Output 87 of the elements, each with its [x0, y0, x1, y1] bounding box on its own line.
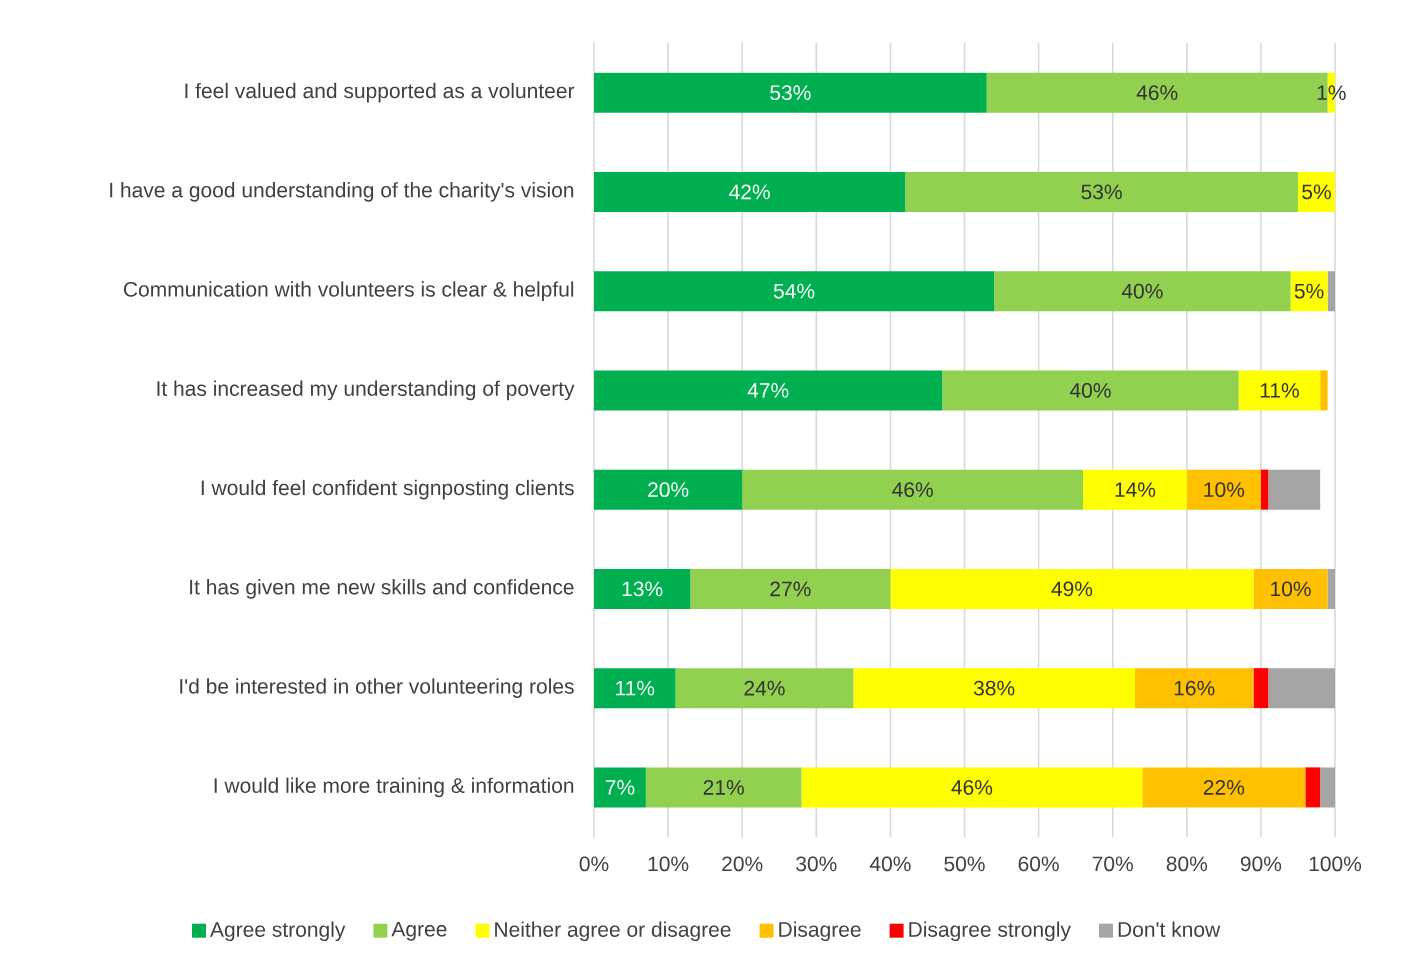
- legend-label: Disagree: [779, 921, 861, 942]
- x-tick-label: 50%: [944, 856, 985, 872]
- legend-label: Agree: [391, 921, 447, 941]
- bar: [594, 767, 646, 808]
- x-tick-label: 30%: [796, 856, 837, 872]
- bar: [690, 568, 891, 609]
- data-label: 14%: [1115, 482, 1156, 497]
- bar: [905, 171, 1298, 212]
- data-label: 38%: [973, 680, 1015, 696]
- data-label: 53%: [770, 85, 811, 101]
- bar: [1268, 668, 1336, 709]
- bar: [594, 469, 743, 510]
- y-tick-label: It has given me new skills and confidence: [190, 579, 574, 599]
- data-label: 42%: [729, 184, 770, 200]
- x-tick-label: 0%: [579, 856, 609, 872]
- y-tick-label: I feel valued and supported as a volunteer: [185, 82, 575, 103]
- bar: [1327, 568, 1336, 609]
- bar: [594, 271, 995, 312]
- data-label: 11%: [616, 680, 655, 696]
- bar: [1320, 767, 1336, 808]
- bar: [1268, 469, 1321, 510]
- bar: [1253, 668, 1269, 709]
- data-label: 53%: [1081, 184, 1122, 200]
- bar: [1142, 767, 1306, 808]
- y-tick-label: I'd be interested in other volunteering roles: [180, 678, 574, 698]
- data-label: 40%: [1121, 283, 1163, 299]
- bar: [1253, 568, 1328, 609]
- bar: [1260, 469, 1269, 510]
- data-label: 47%: [747, 383, 789, 398]
- data-label: 27%: [770, 581, 811, 597]
- data-label: 16%: [1174, 680, 1215, 696]
- bar: [994, 271, 1291, 312]
- data-label: 5%: [1294, 283, 1324, 299]
- data-label: 10%: [1204, 482, 1245, 498]
- bar: [1297, 171, 1336, 212]
- data-label: 21%: [703, 779, 744, 795]
- data-label: 11%: [1260, 383, 1299, 398]
- bar: [594, 370, 943, 411]
- data-label: 5%: [1302, 184, 1331, 200]
- data-label: 7%: [605, 780, 635, 795]
- data-label: 20%: [648, 482, 689, 498]
- bar: [942, 370, 1239, 411]
- bar: [594, 72, 987, 113]
- data-label: 22%: [1203, 779, 1245, 795]
- data-label: 46%: [892, 482, 933, 498]
- data-label: 46%: [1136, 85, 1178, 101]
- bar: [742, 469, 1084, 510]
- legend-label: Agree strongly: [210, 921, 346, 942]
- legend-label: Disagree strongly: [909, 921, 1071, 942]
- x-tick-label: 70%: [1092, 856, 1133, 872]
- data-label: 10%: [1271, 581, 1311, 597]
- bar: [801, 767, 1143, 808]
- x-tick-label: 40%: [869, 856, 911, 872]
- bar: [1320, 370, 1328, 411]
- y-tick-label: I have a good understanding of the charity's vision: [110, 182, 574, 202]
- data-label: 13%: [622, 581, 663, 597]
- bar: [645, 767, 802, 808]
- bar: [1327, 271, 1336, 312]
- bar: [853, 668, 1135, 709]
- x-tick-label: 10%: [648, 856, 689, 872]
- data-label: 54%: [773, 283, 815, 299]
- y-tick-label: It has increased my understanding of poverty: [157, 380, 575, 401]
- bar: [594, 568, 691, 609]
- bar: [1290, 271, 1328, 312]
- bar: [594, 668, 676, 709]
- bar: [890, 568, 1254, 609]
- data-label: 40%: [1069, 382, 1111, 398]
- bar: [1186, 469, 1261, 510]
- bar: [1134, 668, 1254, 709]
- data-label: 49%: [1051, 581, 1093, 597]
- x-tick-label: 100%: [1309, 856, 1362, 872]
- y-tick-label: I would feel confident signposting clients: [201, 479, 574, 500]
- data-label: 46%: [951, 779, 993, 795]
- y-tick-label: Communication with volunteers is clear & helpful: [123, 281, 574, 301]
- legend-label: Don't know: [1118, 921, 1221, 937]
- bar: [1305, 767, 1321, 808]
- x-tick-label: 90%: [1240, 856, 1282, 872]
- data-label: 24%: [744, 680, 785, 696]
- x-tick-label: 60%: [1018, 856, 1059, 872]
- x-tick-label: 20%: [722, 856, 763, 872]
- x-tick-label: 80%: [1166, 856, 1208, 872]
- bar: [1238, 370, 1321, 411]
- bar: [1083, 469, 1187, 510]
- bar: [675, 668, 854, 709]
- y-tick-label: I would like more training & information: [214, 777, 574, 798]
- legend-label: Neither agree or disagree: [495, 921, 731, 942]
- bar: [594, 171, 906, 212]
